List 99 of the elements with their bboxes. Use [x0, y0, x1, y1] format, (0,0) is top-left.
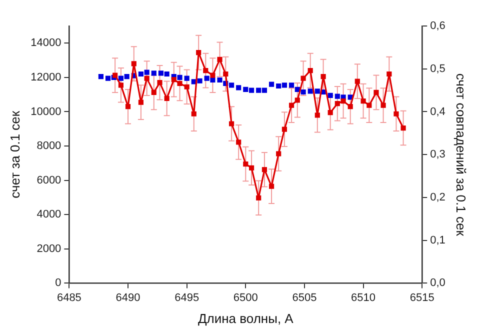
point [177, 74, 182, 80]
point [268, 184, 274, 189]
point [125, 104, 131, 110]
point [236, 85, 242, 90]
point [294, 98, 300, 103]
point [203, 68, 208, 74]
point [223, 71, 228, 77]
point [243, 161, 248, 167]
y2-tick-label: 0,2 [430, 192, 446, 204]
point [300, 89, 306, 95]
y-tick-label: 0 [55, 277, 62, 290]
point [197, 78, 202, 84]
point [300, 76, 306, 81]
point [210, 77, 216, 83]
point [288, 102, 294, 108]
point [236, 140, 242, 145]
point [360, 98, 366, 104]
point [394, 111, 399, 116]
point [131, 61, 136, 66]
y2-tick-label: 0,5 [430, 62, 446, 75]
point [366, 102, 372, 108]
x-tick-label: 6500 [233, 292, 258, 304]
y2-tick-label: 0,4 [430, 106, 446, 118]
point [177, 80, 182, 86]
point [184, 84, 190, 90]
x-tick-label: 6490 [116, 292, 140, 304]
point [151, 70, 156, 76]
point [320, 74, 326, 80]
point [243, 86, 248, 92]
point [256, 195, 262, 200]
point [191, 111, 196, 116]
point [196, 50, 202, 56]
y2-axis-title: счет совпадений за 0.1 сек [454, 73, 469, 236]
x-tick-label: 6510 [351, 292, 376, 304]
point [118, 82, 124, 88]
point [328, 92, 333, 98]
point [282, 126, 288, 132]
point [262, 88, 268, 93]
point [98, 74, 104, 80]
point [380, 102, 386, 108]
point [210, 72, 216, 78]
point [400, 125, 406, 131]
y-tick-label: 6000 [36, 174, 62, 186]
y-tick-label: 8000 [36, 140, 62, 152]
y-tick-label: 10000 [30, 106, 62, 118]
point [308, 88, 313, 94]
point [217, 77, 222, 83]
x-tick-label: 6485 [56, 292, 82, 304]
point [144, 76, 150, 81]
y-axis-title: счет за 0.1 сек [7, 110, 22, 198]
point [354, 78, 360, 84]
point [118, 76, 124, 81]
y2-tick-label: 0,0 [430, 277, 446, 290]
point [348, 104, 353, 110]
y-tick-label: 14000 [30, 37, 62, 50]
point [164, 71, 170, 77]
y-tick-label: 4000 [36, 208, 62, 221]
point [328, 110, 333, 116]
point [144, 70, 150, 75]
y2-tick-label: 0,6 [430, 20, 446, 32]
point [184, 76, 190, 81]
x-tick-label: 6515 [410, 292, 434, 304]
point [276, 83, 282, 89]
point [228, 121, 234, 126]
point [124, 74, 130, 80]
point [386, 71, 392, 77]
point [105, 76, 111, 81]
point [282, 82, 288, 88]
point [262, 167, 268, 172]
point [314, 112, 320, 118]
point [334, 94, 340, 99]
point [164, 96, 170, 101]
point [204, 76, 210, 81]
point [158, 70, 164, 76]
y2-tick-label: 0,3 [430, 148, 446, 161]
point [276, 151, 282, 156]
x-axis-title: Длина волны, А [198, 310, 294, 326]
x-tick-label: 6495 [174, 292, 200, 304]
point [334, 101, 340, 106]
point [217, 56, 222, 62]
point [138, 71, 144, 77]
point [171, 77, 176, 82]
point [340, 98, 346, 104]
y-tick-label: 2000 [36, 242, 62, 255]
point [288, 82, 294, 88]
x-tick-label: 6505 [292, 292, 317, 304]
point [374, 90, 379, 95]
point [248, 88, 254, 93]
point [138, 100, 144, 105]
point [314, 88, 320, 94]
point [248, 165, 254, 170]
y-tick-label: 12000 [30, 71, 62, 84]
point [268, 82, 274, 87]
point [256, 88, 262, 93]
point [308, 68, 313, 74]
point [151, 90, 156, 95]
point [228, 82, 234, 88]
point [157, 80, 162, 86]
y2-tick-label: 0,1 [430, 234, 446, 246]
